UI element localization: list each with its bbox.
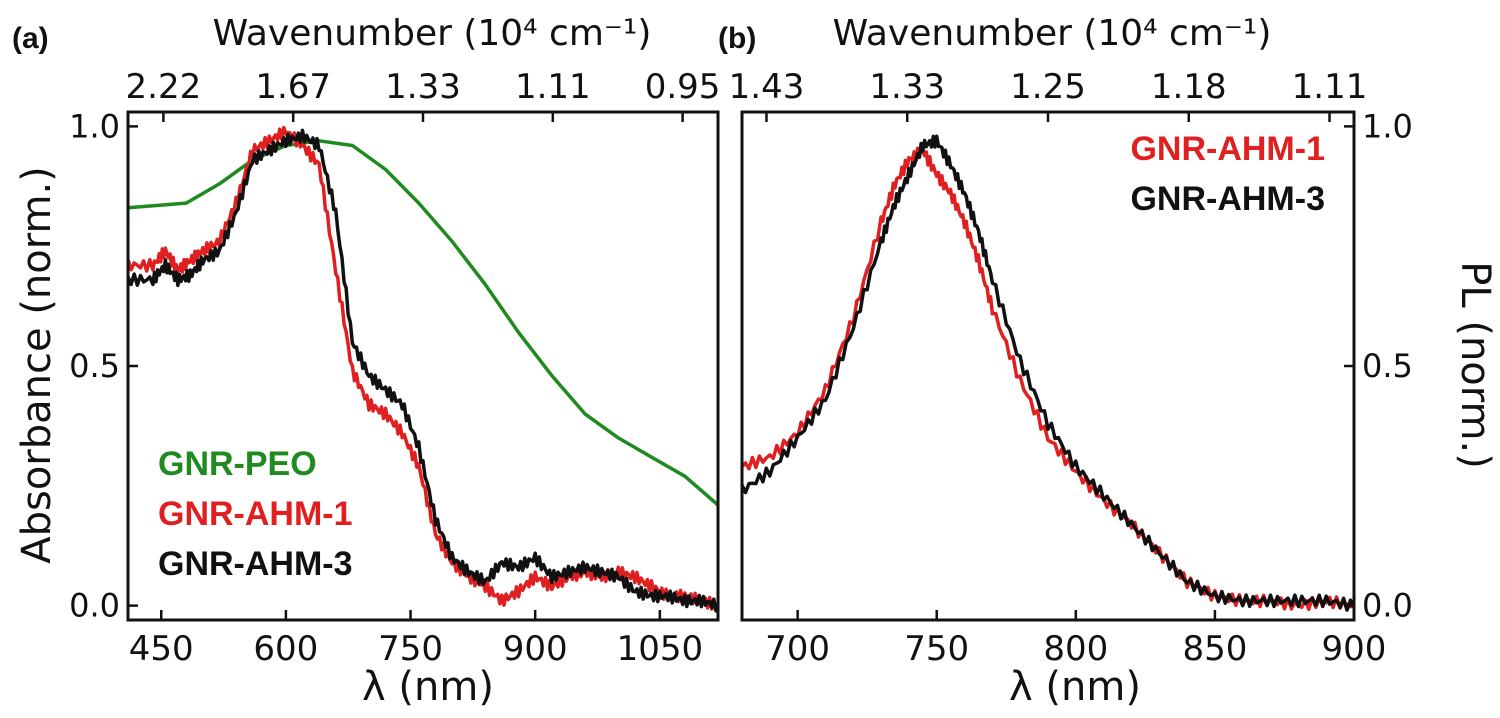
- x-tick-label: 450: [129, 629, 194, 669]
- legend-gnr-ahm-1: GNR-AHM-1: [158, 495, 353, 533]
- top-tick-label: 2.22: [126, 67, 202, 107]
- panel-b-top-ticks: 1.43 1.33 1.25 1.18 1.11: [729, 67, 1368, 122]
- x-tick-label: 800: [1043, 629, 1108, 669]
- x-tick-label: 750: [904, 629, 969, 669]
- top-tick-label: 1.18: [1151, 67, 1227, 107]
- panel-b-y-ticks: 0.0 0.5 1.0: [1344, 107, 1413, 625]
- y-tick-label: 1.0: [1362, 107, 1413, 145]
- panel-a-frame: [126, 110, 720, 622]
- top-tick-label: 1.33: [869, 67, 945, 107]
- panel-b-legend: GNR-AHM-1 GNR-AHM-3: [1130, 130, 1325, 218]
- panel-b-top-axis-label: Wavenumber (10⁴ cm⁻¹): [833, 13, 1272, 54]
- top-tick-label: 1.67: [255, 67, 331, 107]
- panel-b-y-axis-label: PL (norm.): [1452, 261, 1498, 469]
- legend-gnr-ahm-3: GNR-AHM-3: [158, 545, 353, 583]
- panel-a-top-ticks: 2.22 1.67 1.33 1.11 0.95: [126, 67, 721, 122]
- panel-a-y-ticks: 0.0 0.5 1.0: [69, 107, 138, 625]
- top-tick-label: 0.95: [645, 67, 721, 107]
- top-tick-label: 1.25: [1010, 67, 1086, 107]
- panel-a-label: (a): [12, 22, 49, 55]
- panel-b-label: (b): [718, 22, 756, 55]
- panel-b: (b) Wavenumber (10⁴ cm⁻¹) 1.43 1.33 1.25 1.…: [718, 13, 1498, 710]
- x-tick-label: 900: [1322, 629, 1387, 669]
- panel-a-legend: GNR-PEO GNR-AHM-1 GNR-AHM-3: [158, 445, 353, 583]
- series-line-gnr-ahm-3: [740, 134, 1356, 612]
- series-line-gnr-ahm-1: [740, 146, 1355, 612]
- x-tick-label: 900: [503, 629, 568, 669]
- panel-a-y-axis-label: Absorbance (norm.): [14, 166, 60, 564]
- series-line-gnr-ahm-3: [126, 128, 720, 613]
- top-tick-label: 1.43: [729, 67, 805, 107]
- panel-a-x-axis-label: λ (nm): [362, 664, 494, 710]
- series-line-gnr-peo: [127, 139, 720, 507]
- y-tick-label: 0.0: [1362, 587, 1413, 625]
- panel-a-top-axis-label: Wavenumber (10⁴ cm⁻¹): [213, 13, 652, 54]
- panel-a-x-ticks: 450 600 750 900 1050: [129, 610, 703, 669]
- y-tick-label: 0.5: [69, 347, 120, 385]
- panel-a: (a) Wavenumber (10⁴ cm⁻¹) 2.22 1.67 1.33 1.…: [12, 13, 720, 710]
- x-tick-label: 750: [378, 629, 443, 669]
- x-tick-label: 600: [253, 629, 318, 669]
- legend-gnr-ahm-3: GNR-AHM-3: [1130, 180, 1325, 218]
- y-tick-label: 0.5: [1362, 347, 1413, 385]
- panel-b-x-axis-label: λ (nm): [1009, 664, 1141, 710]
- panel-b-x-ticks: 700 750 800 850 900: [765, 610, 1386, 669]
- panel-a-series: [126, 125, 720, 613]
- x-tick-label: 1050: [617, 629, 704, 669]
- series-line-gnr-ahm-1: [126, 125, 719, 611]
- x-tick-label: 700: [765, 629, 830, 669]
- x-tick-label: 850: [1182, 629, 1247, 669]
- legend-gnr-ahm-1: GNR-AHM-1: [1130, 130, 1325, 168]
- top-tick-label: 1.11: [515, 67, 591, 107]
- top-tick-label: 1.11: [1292, 67, 1368, 107]
- y-tick-label: 0.0: [69, 587, 120, 625]
- y-tick-label: 1.0: [69, 107, 120, 145]
- panel-b-series: [740, 134, 1356, 612]
- top-tick-label: 1.33: [385, 67, 461, 107]
- legend-gnr-peo: GNR-PEO: [158, 445, 317, 483]
